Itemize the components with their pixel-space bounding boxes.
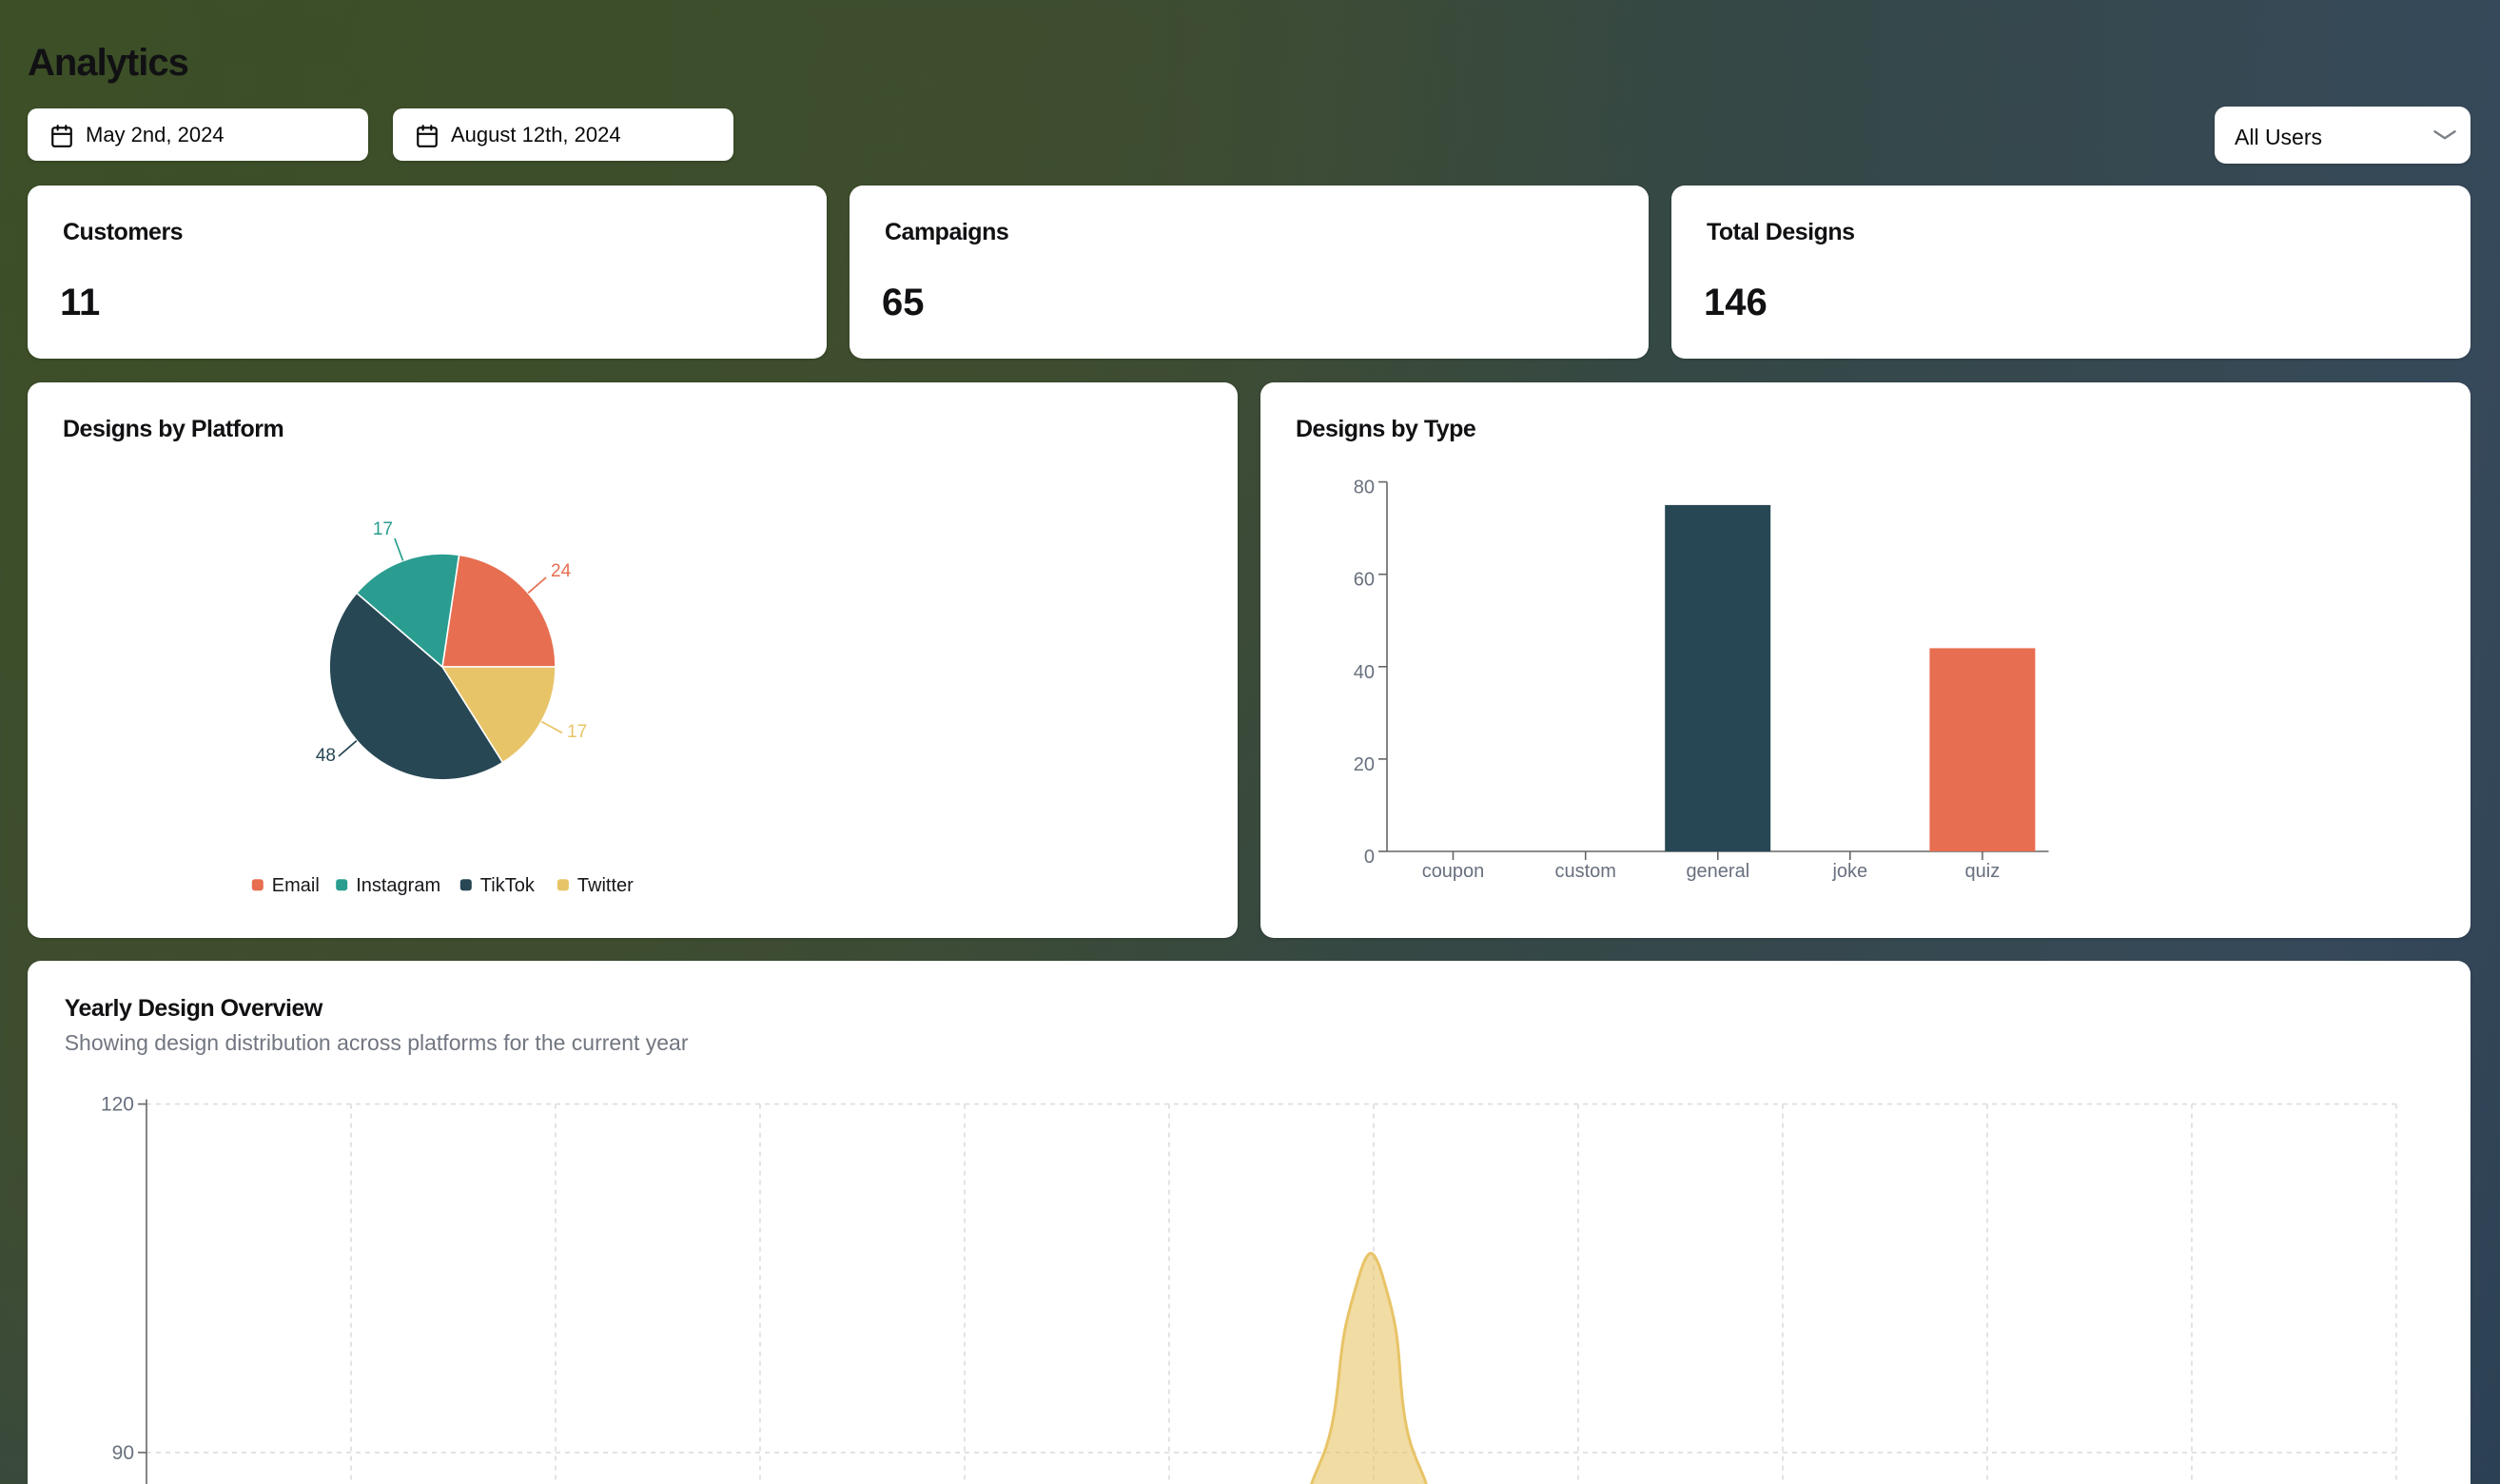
svg-text:24: 24 (551, 561, 572, 581)
svg-text:Instagram: Instagram (356, 875, 440, 896)
svg-text:Email: Email (272, 875, 320, 896)
svg-text:120: 120 (101, 1094, 134, 1116)
svg-text:coupon: coupon (1422, 861, 1485, 882)
svg-text:quiz: quiz (1965, 861, 2001, 882)
svg-text:TikTok: TikTok (480, 875, 536, 896)
svg-text:custom: custom (1554, 861, 1615, 882)
svg-text:20: 20 (1354, 754, 1375, 775)
svg-text:0: 0 (1364, 847, 1375, 868)
svg-text:general: general (1686, 861, 1749, 882)
svg-text:joke: joke (1831, 861, 1867, 882)
svg-text:17: 17 (567, 722, 587, 742)
svg-text:80: 80 (1354, 478, 1375, 498)
svg-text:Twitter: Twitter (577, 875, 634, 896)
svg-text:60: 60 (1354, 570, 1375, 591)
svg-text:90: 90 (112, 1442, 134, 1464)
svg-text:40: 40 (1354, 662, 1375, 683)
svg-text:48: 48 (316, 746, 336, 766)
svg-text:17: 17 (373, 519, 393, 539)
